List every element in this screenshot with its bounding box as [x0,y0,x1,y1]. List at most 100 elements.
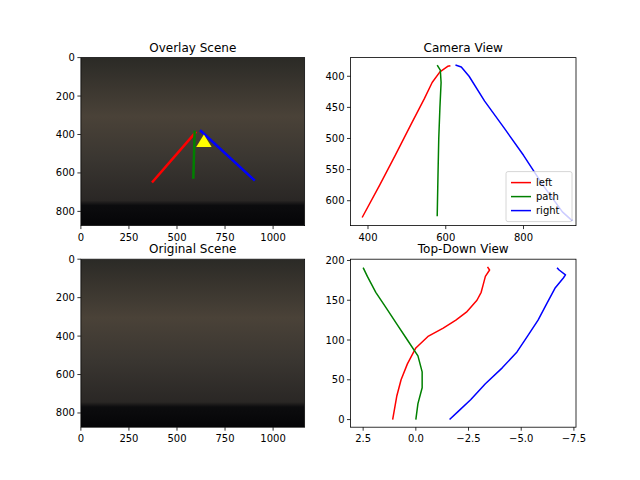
y-tick [347,107,351,108]
x-tick-label: 800 [514,232,533,243]
x-tick-label: 250 [119,433,138,444]
x-tick [80,226,81,230]
y-tick [77,57,81,58]
x-tick [367,226,368,230]
y-tick-label: 50 [332,374,345,385]
y-tick-label: 600 [325,195,344,206]
legend-swatch [511,196,531,198]
axes-frame [351,259,577,427]
figure: 025050075010000200400600800Overlay Scene… [0,0,640,480]
y-tick [347,169,351,170]
legend-swatch [511,182,531,184]
y-tick [347,200,351,201]
y-tick-label: 600 [56,167,75,178]
y-tick-label: 800 [56,206,75,217]
x-tick [128,427,129,431]
x-tick-label: −5.0 [509,433,533,444]
legend-box [506,172,572,222]
subplot: 025050075010000200400600800Original Scen… [56,242,305,444]
y-tick [77,336,81,337]
y-tick [347,300,351,301]
subplot: 2.50.0−2.5−5.0−7.5050100150200Top-Down V… [325,242,586,444]
x-tick-label: 750 [215,232,234,243]
x-tick [176,226,177,230]
subplot: 400600800400450500550600Camera Viewleftp… [325,41,576,243]
y-tick [77,96,81,97]
x-tick [176,427,177,431]
x-tick-label: −2.5 [456,433,480,444]
y-tick-label: 200 [325,255,344,266]
y-tick [347,76,351,77]
x-tick [225,427,226,431]
series-line [450,268,566,420]
y-tick-label: 150 [325,295,344,306]
camera-image [81,58,305,226]
y-tick [347,138,351,139]
y-tick [77,259,81,260]
plot-area [363,267,565,420]
y-tick [347,340,351,341]
y-tick-label: 200 [56,91,75,102]
series-line [200,130,255,180]
series-line [362,66,450,218]
x-tick [128,226,129,230]
overlay-polygon [196,134,211,146]
plot-area [81,259,305,427]
y-tick [77,412,81,413]
legend-swatch [511,210,531,212]
camera-image [81,259,305,427]
series-line [152,132,196,183]
y-tick-label: 500 [325,133,344,144]
series-line [455,65,572,221]
x-tick [273,226,274,230]
axes-frame [81,259,305,427]
subplot: 025050075010000200400600800Overlay Scene [56,41,305,243]
legend-label: left [536,177,552,188]
y-tick-label: 600 [56,369,75,380]
x-tick-label: 400 [358,232,377,243]
x-tick-label: −7.5 [562,433,586,444]
y-tick [77,374,81,375]
series-line [193,131,194,179]
y-tick [77,211,81,212]
x-tick [80,427,81,431]
y-tick [77,172,81,173]
x-tick [445,226,446,230]
y-tick-label: 450 [325,102,344,113]
subplot-title: Top-Down View [417,242,509,256]
legend-label: right [536,205,560,216]
x-tick-label: 2.5 [355,433,371,444]
x-tick-label: 0.0 [408,433,424,444]
y-tick-label: 0 [69,254,75,265]
subplot-title: Camera View [424,41,504,55]
x-tick [363,427,364,431]
plot-area [362,65,572,221]
x-tick-label: 750 [215,433,234,444]
x-tick-label: 0 [78,433,84,444]
y-tick [77,134,81,135]
y-tick-label: 200 [56,292,75,303]
x-tick-label: 250 [119,232,138,243]
y-tick-label: 0 [69,52,75,63]
y-tick-label: 400 [325,71,344,82]
x-tick-label: 500 [167,433,186,444]
y-tick [347,260,351,261]
x-tick [468,427,469,431]
y-tick-label: 400 [56,331,75,342]
y-tick-label: 0 [338,414,344,425]
x-tick [273,427,274,431]
y-tick-label: 400 [56,129,75,140]
series-line [437,65,441,216]
x-tick-label: 1000 [260,433,285,444]
axes-frame [81,58,305,226]
plot-area [81,58,305,226]
legend: left path right [506,172,572,222]
legend-label: path [536,191,559,202]
x-tick-label: 1000 [260,232,285,243]
subplot-title: Overlay Scene [149,41,236,55]
x-tick [523,226,524,230]
x-tick [415,427,416,431]
y-tick-label: 800 [56,407,75,418]
y-tick [347,379,351,380]
x-tick [225,226,226,230]
